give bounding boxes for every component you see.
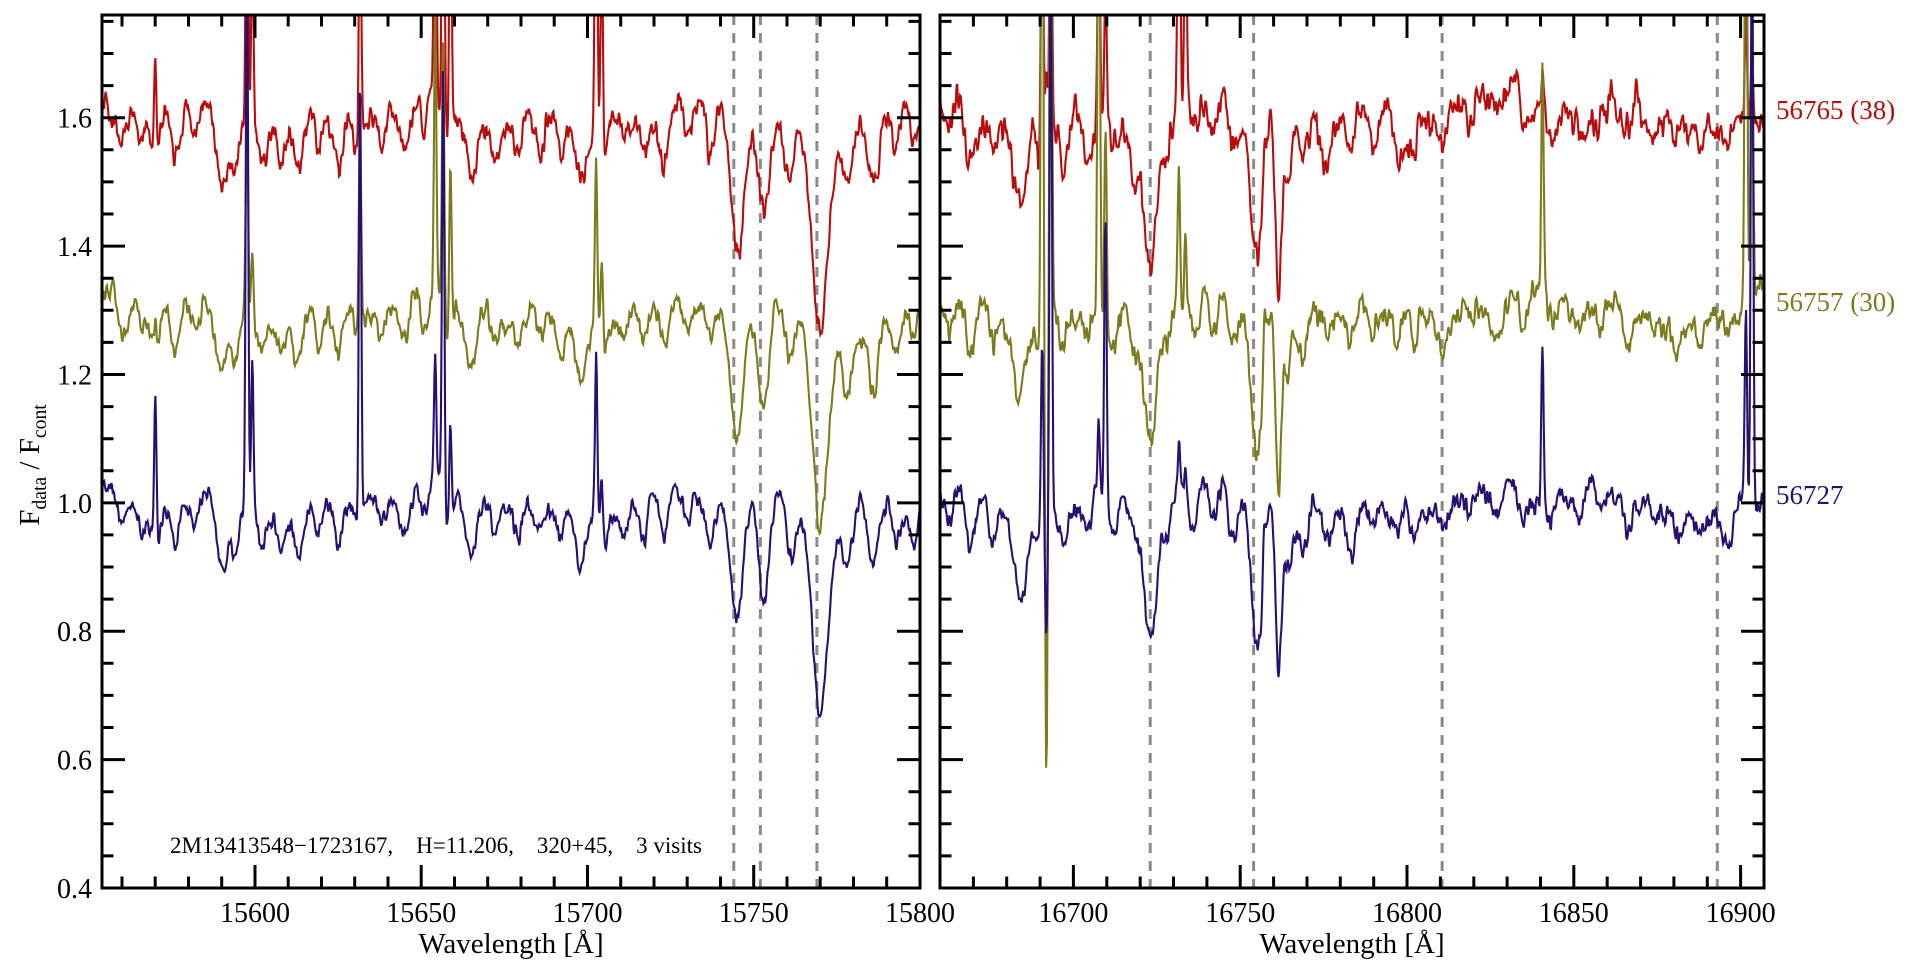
y-axis-title-mid: / F xyxy=(14,438,46,477)
dashed-line-markers xyxy=(1148,15,1719,888)
dashed-line-markers xyxy=(732,15,819,888)
x-tick-label: 15600 xyxy=(220,898,290,929)
x-tick-label: 15700 xyxy=(553,898,623,929)
axis-frame xyxy=(938,13,1766,890)
y-tick-label: 0.8 xyxy=(57,617,92,648)
y-axis-title-f: F xyxy=(14,509,46,526)
x-tick-label: 16700 xyxy=(1038,898,1108,929)
x-tick-label: 16900 xyxy=(1706,898,1776,929)
x-axis-title-left: Wavelength [Å] xyxy=(418,928,604,960)
x-axis-title-right: Wavelength [Å] xyxy=(1259,928,1445,960)
spectrum-56727-left xyxy=(102,15,920,719)
x-tick-label: 16850 xyxy=(1539,898,1609,929)
visit-label-56727: 56727 xyxy=(1776,479,1844,510)
x-tick-label: 15750 xyxy=(719,898,789,929)
y-axis-title-sub-cont: cont xyxy=(28,404,51,439)
axis-ticks xyxy=(102,15,922,890)
axis-frame xyxy=(100,13,922,890)
x-tick-label: 15800 xyxy=(885,898,955,929)
x-tick-label: 16800 xyxy=(1372,898,1442,929)
y-tick-label: 1.6 xyxy=(57,104,92,135)
visit-label-56765: 56765 (38) xyxy=(1776,94,1896,125)
left-panel: 15600 15650 15700 15750 15800 xyxy=(100,13,955,929)
y-tick-label: 0.6 xyxy=(57,746,92,777)
spectrum-56757-left xyxy=(102,16,920,536)
x-tick-label: 16750 xyxy=(1205,898,1275,929)
star-annotation: 2M13413548−1723167, H=11.206, 320+45, 3 … xyxy=(170,833,702,858)
spectrum-56765-left xyxy=(102,15,920,339)
y-tick-label: 0.4 xyxy=(57,874,92,905)
x-tick-label: 15650 xyxy=(386,898,456,929)
spectrum-56727-right xyxy=(940,15,1764,678)
y-tick-label: 1.2 xyxy=(57,361,92,392)
right-panel: 16700 16750 16800 16850 16900 xyxy=(938,13,1776,929)
y-tick-label: 1.0 xyxy=(57,489,92,520)
spectrum-56757-right xyxy=(940,15,1764,768)
y-axis-title-sub-data: data xyxy=(28,476,51,510)
spectrum-56765-right xyxy=(940,15,1764,304)
visit-label-56757: 56757 (30) xyxy=(1776,287,1896,318)
y-axis-title: Fdata / Fcont xyxy=(12,365,51,565)
y-tick-label: 1.4 xyxy=(57,232,92,263)
